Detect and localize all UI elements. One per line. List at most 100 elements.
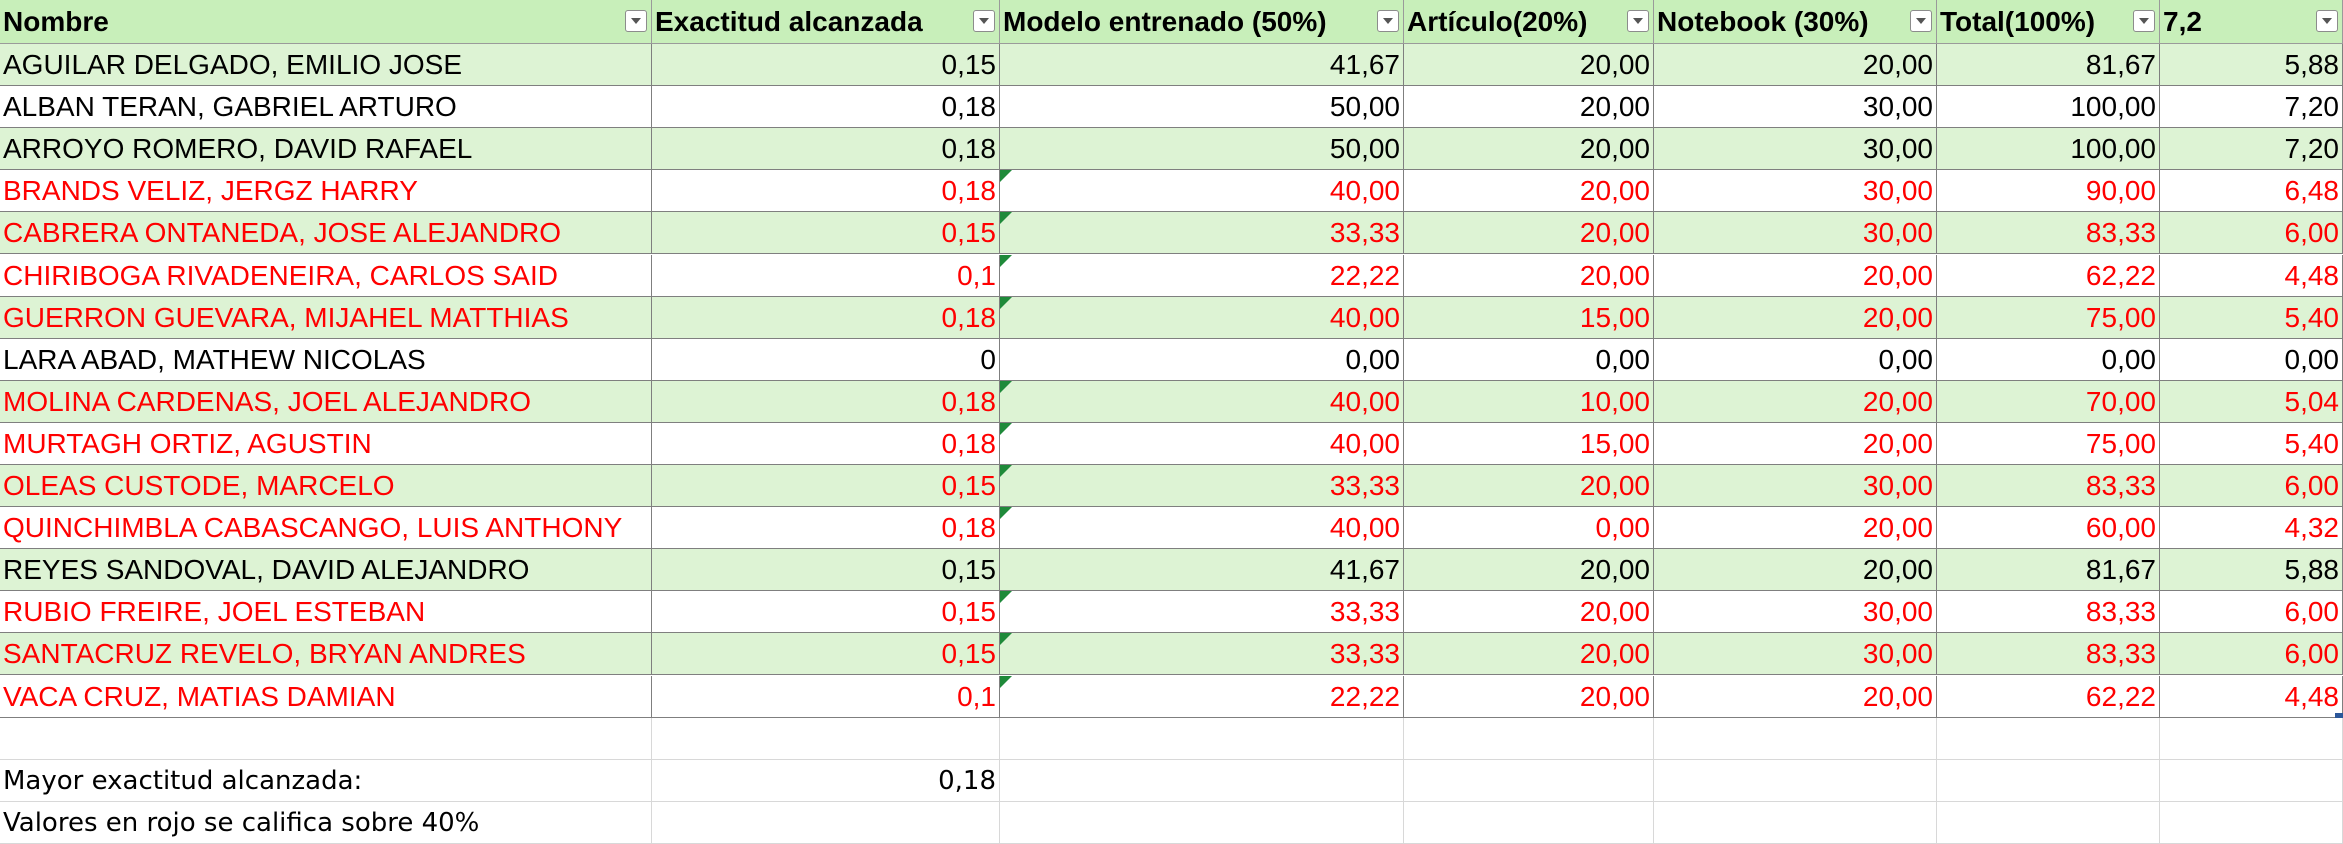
cell-exactitud[interactable]: 0,18 bbox=[652, 128, 1000, 171]
cell-articulo[interactable]: 20,00 bbox=[1404, 170, 1654, 213]
cell-exactitud[interactable]: 0,15 bbox=[652, 212, 1000, 255]
cell-modelo[interactable]: 41,67 bbox=[1000, 549, 1404, 592]
cell-exactitud[interactable]: 0,18 bbox=[652, 507, 1000, 550]
empty-cell[interactable] bbox=[1654, 759, 1937, 802]
filter-dropdown-icon[interactable] bbox=[973, 10, 995, 32]
cell-notebook[interactable]: 20,00 bbox=[1654, 254, 1937, 297]
cell-nombre[interactable]: OLEAS CUSTODE, MARCELO bbox=[0, 465, 652, 508]
cell-notebook[interactable]: 20,00 bbox=[1654, 549, 1937, 592]
cell-exactitud[interactable]: 0,18 bbox=[652, 380, 1000, 423]
cell-nota[interactable]: 7,20 bbox=[2160, 128, 2343, 171]
cell-nota[interactable]: 0,00 bbox=[2160, 338, 2343, 381]
filter-dropdown-icon[interactable] bbox=[625, 10, 647, 32]
cell-nota[interactable]: 7,20 bbox=[2160, 86, 2343, 129]
header-cell-nombre[interactable]: Nombre bbox=[0, 0, 652, 44]
cell-nombre[interactable]: GUERRON GUEVARA, MIJAHEL MATTHIAS bbox=[0, 296, 652, 339]
cell-nota[interactable]: 4,48 bbox=[2160, 254, 2343, 297]
cell-notebook[interactable]: 30,00 bbox=[1654, 465, 1937, 508]
cell-modelo[interactable]: 0,00 bbox=[1000, 338, 1404, 381]
cell-articulo[interactable]: 20,00 bbox=[1404, 675, 1654, 718]
red-values-note[interactable]: Valores en rojo se califica sobre 40% bbox=[0, 801, 652, 844]
cell-notebook[interactable]: 30,00 bbox=[1654, 212, 1937, 255]
header-cell-exactitud[interactable]: Exactitud alcanzada bbox=[652, 0, 1000, 44]
cell-total[interactable]: 75,00 bbox=[1937, 422, 2160, 465]
cell-modelo[interactable]: 33,33 bbox=[1000, 212, 1404, 255]
cell-articulo[interactable]: 15,00 bbox=[1404, 422, 1654, 465]
cell-nota[interactable]: 6,00 bbox=[2160, 212, 2343, 255]
cell-articulo[interactable]: 20,00 bbox=[1404, 128, 1654, 171]
cell-notebook[interactable]: 20,00 bbox=[1654, 507, 1937, 550]
filter-dropdown-icon[interactable] bbox=[2133, 10, 2155, 32]
cell-modelo[interactable]: 50,00 bbox=[1000, 86, 1404, 129]
filter-dropdown-icon[interactable] bbox=[2316, 10, 2338, 32]
cell-nombre[interactable]: ALBAN TERAN, GABRIEL ARTURO bbox=[0, 86, 652, 129]
cell-exactitud[interactable]: 0,18 bbox=[652, 422, 1000, 465]
cell-articulo[interactable]: 15,00 bbox=[1404, 296, 1654, 339]
cell-exactitud[interactable]: 0,1 bbox=[652, 675, 1000, 718]
cell-modelo[interactable]: 22,22 bbox=[1000, 254, 1404, 297]
empty-cell[interactable] bbox=[1937, 801, 2160, 844]
empty-cell[interactable] bbox=[1937, 759, 2160, 802]
header-cell-notebook[interactable]: Notebook (30%) bbox=[1654, 0, 1937, 44]
cell-notebook[interactable]: 20,00 bbox=[1654, 44, 1937, 87]
cell-modelo[interactable]: 40,00 bbox=[1000, 380, 1404, 423]
cell-nota[interactable]: 6,00 bbox=[2160, 465, 2343, 508]
empty-cell[interactable] bbox=[1404, 759, 1654, 802]
cell-nombre[interactable]: AGUILAR DELGADO, EMILIO JOSE bbox=[0, 44, 652, 87]
cell-notebook[interactable]: 30,00 bbox=[1654, 170, 1937, 213]
cell-nombre[interactable]: CHIRIBOGA RIVADENEIRA, CARLOS SAID bbox=[0, 254, 652, 297]
cell-nombre[interactable]: CABRERA ONTANEDA, JOSE ALEJANDRO bbox=[0, 212, 652, 255]
cell-nota[interactable]: 5,04 bbox=[2160, 380, 2343, 423]
cell-exactitud[interactable]: 0,18 bbox=[652, 170, 1000, 213]
cell-nombre[interactable]: QUINCHIMBLA CABASCANGO, LUIS ANTHONY bbox=[0, 507, 652, 550]
cell-nota[interactable]: 4,32 bbox=[2160, 507, 2343, 550]
cell-nombre[interactable]: REYES SANDOVAL, DAVID ALEJANDRO bbox=[0, 549, 652, 592]
cell-modelo[interactable]: 50,00 bbox=[1000, 128, 1404, 171]
cell-articulo[interactable]: 20,00 bbox=[1404, 86, 1654, 129]
empty-cell[interactable] bbox=[1404, 717, 1654, 760]
cell-articulo[interactable]: 0,00 bbox=[1404, 507, 1654, 550]
cell-exactitud[interactable]: 0,18 bbox=[652, 86, 1000, 129]
cell-total[interactable]: 83,33 bbox=[1937, 465, 2160, 508]
cell-nota[interactable]: 5,88 bbox=[2160, 44, 2343, 87]
cell-modelo[interactable]: 22,22 bbox=[1000, 675, 1404, 718]
cell-notebook[interactable]: 30,00 bbox=[1654, 633, 1937, 676]
empty-cell[interactable] bbox=[1654, 801, 1937, 844]
cell-nota[interactable]: 5,88 bbox=[2160, 549, 2343, 592]
cell-nota[interactable]: 6,48 bbox=[2160, 170, 2343, 213]
cell-total[interactable]: 0,00 bbox=[1937, 338, 2160, 381]
cell-exactitud[interactable]: 0,15 bbox=[652, 549, 1000, 592]
cell-articulo[interactable]: 20,00 bbox=[1404, 549, 1654, 592]
header-cell-modelo[interactable]: Modelo entrenado (50%) bbox=[1000, 0, 1404, 44]
cell-nota[interactable]: 5,40 bbox=[2160, 422, 2343, 465]
empty-cell[interactable] bbox=[652, 717, 1000, 760]
cell-total[interactable]: 83,33 bbox=[1937, 591, 2160, 634]
cell-exactitud[interactable]: 0,15 bbox=[652, 465, 1000, 508]
empty-cell[interactable] bbox=[1000, 759, 1404, 802]
cell-modelo[interactable]: 33,33 bbox=[1000, 465, 1404, 508]
empty-cell[interactable] bbox=[1404, 801, 1654, 844]
empty-cell[interactable] bbox=[2160, 717, 2343, 760]
cell-modelo[interactable]: 40,00 bbox=[1000, 507, 1404, 550]
cell-notebook[interactable]: 20,00 bbox=[1654, 675, 1937, 718]
mayor-exactitud-label[interactable]: Mayor exactitud alcanzada: bbox=[0, 759, 652, 802]
header-cell-total[interactable]: Total(100%) bbox=[1937, 0, 2160, 44]
filter-dropdown-icon[interactable] bbox=[1910, 10, 1932, 32]
cell-nombre[interactable]: VACA CRUZ, MATIAS DAMIAN bbox=[0, 675, 652, 718]
cell-nombre[interactable]: MOLINA CARDENAS, JOEL ALEJANDRO bbox=[0, 380, 652, 423]
cell-modelo[interactable]: 40,00 bbox=[1000, 296, 1404, 339]
cell-notebook[interactable]: 20,00 bbox=[1654, 296, 1937, 339]
cell-total[interactable]: 83,33 bbox=[1937, 633, 2160, 676]
cell-total[interactable]: 100,00 bbox=[1937, 86, 2160, 129]
cell-notebook[interactable]: 30,00 bbox=[1654, 128, 1937, 171]
cell-nota[interactable]: 6,00 bbox=[2160, 591, 2343, 634]
cell-notebook[interactable]: 20,00 bbox=[1654, 380, 1937, 423]
cell-articulo[interactable]: 20,00 bbox=[1404, 44, 1654, 87]
cell-exactitud[interactable]: 0,15 bbox=[652, 44, 1000, 87]
cell-modelo[interactable]: 40,00 bbox=[1000, 170, 1404, 213]
cell-articulo[interactable]: 20,00 bbox=[1404, 591, 1654, 634]
cell-nota[interactable]: 4,48 bbox=[2160, 675, 2343, 718]
cell-articulo[interactable]: 10,00 bbox=[1404, 380, 1654, 423]
cell-modelo[interactable]: 33,33 bbox=[1000, 633, 1404, 676]
